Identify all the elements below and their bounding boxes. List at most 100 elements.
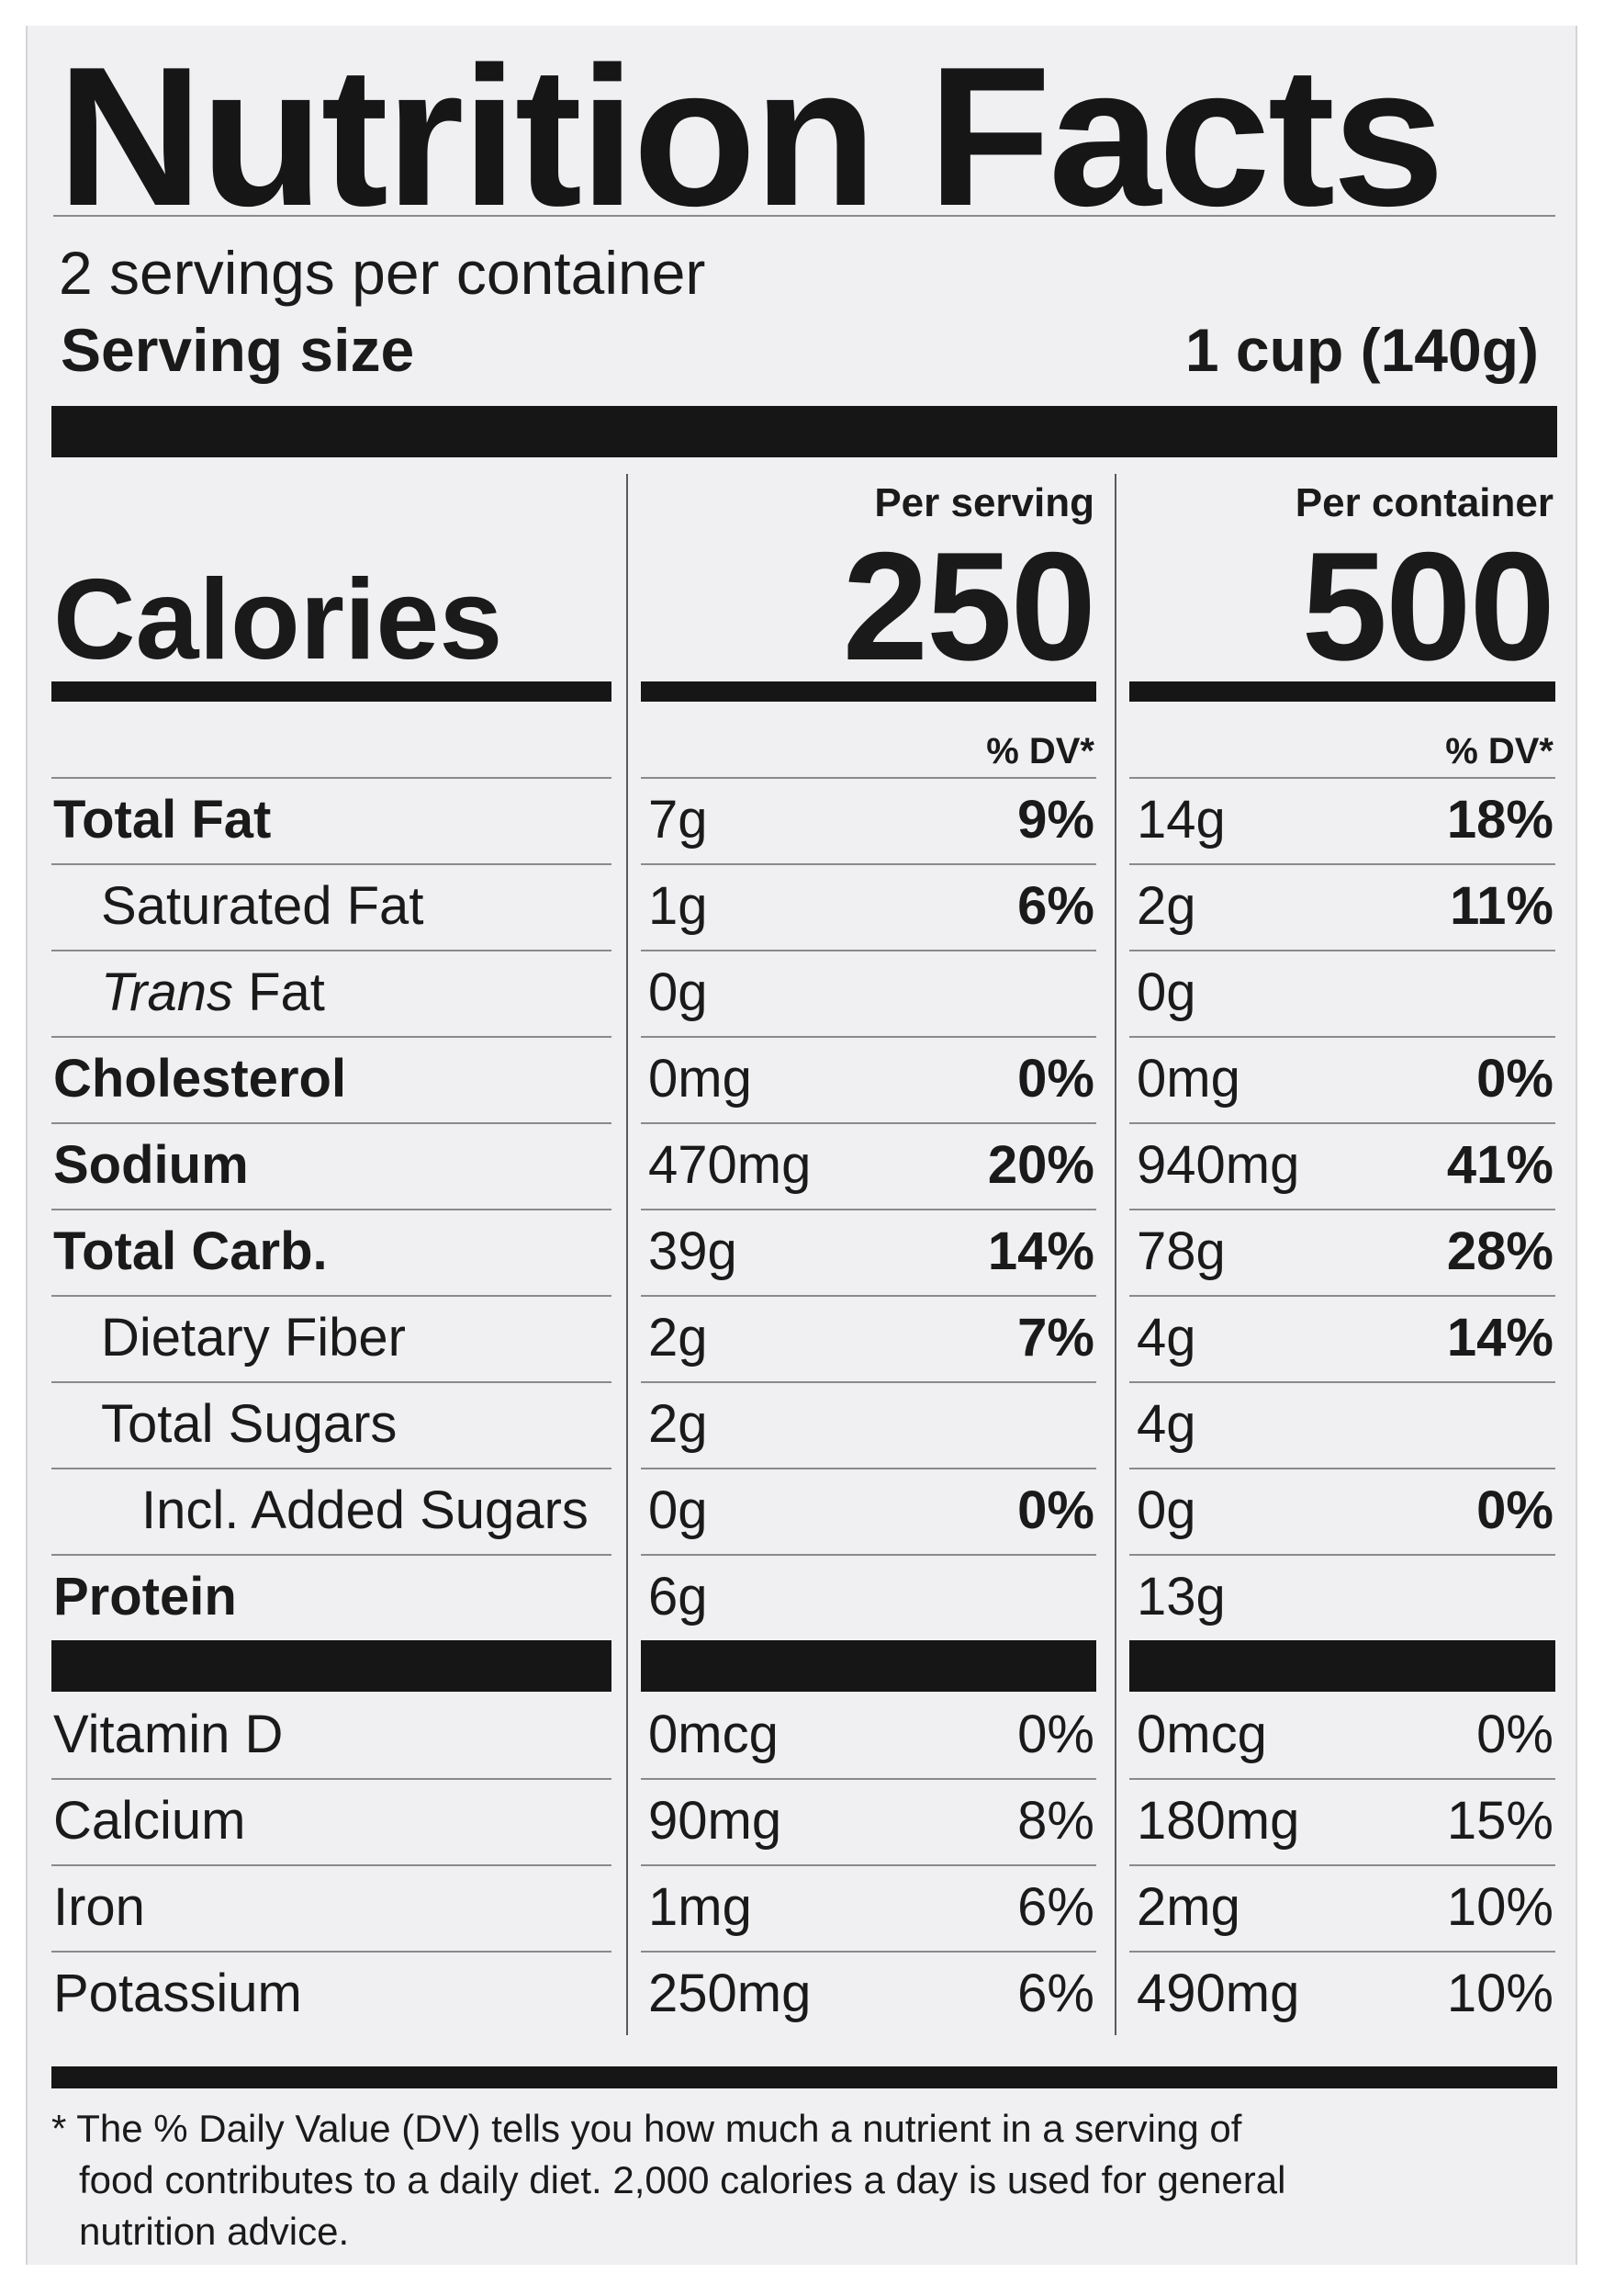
row-divider (1129, 777, 1555, 779)
vitamins-bar-serving (641, 1640, 1096, 1692)
serving-dv: 6% (1017, 1877, 1094, 1937)
row-divider (51, 1036, 611, 1038)
container-dv: 28% (1446, 1221, 1554, 1281)
row-divider (51, 1381, 611, 1383)
row-divider (51, 1554, 611, 1556)
container-dv: 0% (1476, 1049, 1554, 1109)
container-amount: 4g (1137, 1394, 1196, 1454)
serving-amount: 1mg (648, 1877, 752, 1937)
column-divider-right (1115, 474, 1116, 2035)
serving-dv: 20% (987, 1135, 1094, 1195)
row-divider (1129, 1951, 1555, 1953)
serving-amount: 90mg (648, 1791, 782, 1851)
serving-size-label: Serving size (61, 316, 415, 384)
container-dv: 18% (1446, 790, 1554, 850)
container-amount: 13g (1137, 1567, 1226, 1626)
container-dv: 0% (1476, 1705, 1554, 1764)
container-amount: 2g (1137, 876, 1196, 936)
row-divider (641, 1295, 1096, 1297)
nutrient-label: Cholesterol (53, 1052, 346, 1106)
row-divider (1129, 1209, 1555, 1210)
row-divider (1129, 1295, 1555, 1297)
serving-amount: 2g (648, 1308, 708, 1367)
row-divider (641, 863, 1096, 865)
bottom-bar (51, 2066, 1557, 2088)
row-divider (1129, 1122, 1555, 1124)
container-dv: 10% (1446, 1964, 1554, 2023)
row-divider (1129, 1468, 1555, 1469)
serving-amount: 6g (648, 1567, 708, 1626)
row-divider (51, 1468, 611, 1469)
serving-amount: 0mcg (648, 1705, 779, 1764)
vitamin-label: Potassium (53, 1964, 302, 2023)
serving-amount: 470mg (648, 1135, 812, 1195)
row-divider (51, 1778, 611, 1780)
row-divider (51, 1122, 611, 1124)
serving-amount: 1g (648, 876, 708, 936)
serving-dv: 6% (1017, 876, 1094, 936)
footnote-line: nutrition advice. (79, 2210, 350, 2253)
vitamins-bar-label (51, 1640, 611, 1692)
serving-dv: 0% (1017, 1705, 1094, 1764)
servings-per-container: 2 servings per container (59, 239, 706, 307)
row-divider (51, 777, 611, 779)
row-divider (1129, 950, 1555, 951)
nutrient-label-text: Sodium (53, 1135, 249, 1195)
row-divider (641, 1122, 1096, 1124)
container-amount: 0g (1137, 962, 1196, 1022)
container-dv: 0% (1476, 1480, 1554, 1540)
container-dv: 11% (1450, 876, 1554, 936)
serving-dv: 8% (1017, 1791, 1094, 1851)
nutrient-label-text: Dietary Fiber (101, 1308, 406, 1367)
serving-dv: 7% (1017, 1308, 1094, 1367)
nutrient-label: Saturated Fat (101, 880, 423, 933)
nutrient-label: Sodium (53, 1139, 249, 1192)
page-title: Nutrition Facts (57, 25, 1445, 247)
nutrient-label-text: Total Fat (53, 790, 272, 850)
row-divider (51, 1295, 611, 1297)
footnote: * The % Daily Value (DV) tells you how m… (51, 2103, 1557, 2257)
nutrient-label-text: Cholesterol (53, 1049, 347, 1109)
vitamin-label: Iron (53, 1877, 145, 1937)
row-divider (1129, 1864, 1555, 1866)
container-amount: 490mg (1137, 1964, 1300, 2023)
row-divider (641, 1381, 1096, 1383)
vitamins-bar-container (1129, 1640, 1555, 1692)
row-divider (641, 950, 1096, 951)
row-divider (1129, 1036, 1555, 1038)
vitamin-label: Calcium (53, 1791, 246, 1851)
container-amount: 4g (1137, 1308, 1196, 1367)
row-divider (1129, 1381, 1555, 1383)
footnote-line: * The % Daily Value (DV) tells you how m… (51, 2107, 1242, 2150)
serving-amount: 39g (648, 1221, 737, 1281)
serving-size-bar (51, 406, 1557, 457)
calories-bar-container (1129, 681, 1555, 702)
container-amount: 78g (1137, 1221, 1226, 1281)
nutrient-label: Total Sugars (101, 1398, 397, 1451)
calories-label: Calories (53, 557, 503, 683)
row-divider (51, 1951, 611, 1953)
nutrient-label: Dietary Fiber (101, 1311, 406, 1365)
container-dv: 14% (1446, 1308, 1554, 1367)
calories-bar-serving (641, 681, 1096, 702)
nutrient-label-text: Total Carb. (53, 1221, 328, 1281)
serving-dv: 0% (1017, 1049, 1094, 1109)
container-dv: 15% (1446, 1791, 1554, 1851)
row-divider (641, 1778, 1096, 1780)
container-amount: 14g (1137, 790, 1226, 850)
column-divider-left (626, 474, 628, 2035)
nutrient-label-text: Saturated Fat (101, 876, 424, 936)
nutrient-label: Total Fat (53, 793, 271, 847)
nutrient-label: Incl. Added Sugars (141, 1484, 589, 1537)
nutrient-label-text: Incl. Added Sugars (141, 1480, 589, 1540)
row-divider (641, 1036, 1096, 1038)
dv-header-container: % DV* (1445, 731, 1554, 771)
container-amount: 2mg (1137, 1877, 1240, 1937)
row-divider (641, 1951, 1096, 1953)
nutrient-label-italic: Trans (101, 962, 233, 1022)
container-amount: 0mg (1137, 1049, 1240, 1109)
row-divider (641, 1864, 1096, 1866)
row-divider (51, 1209, 611, 1210)
serving-dv: 6% (1017, 1964, 1094, 2023)
row-divider (641, 1209, 1096, 1210)
